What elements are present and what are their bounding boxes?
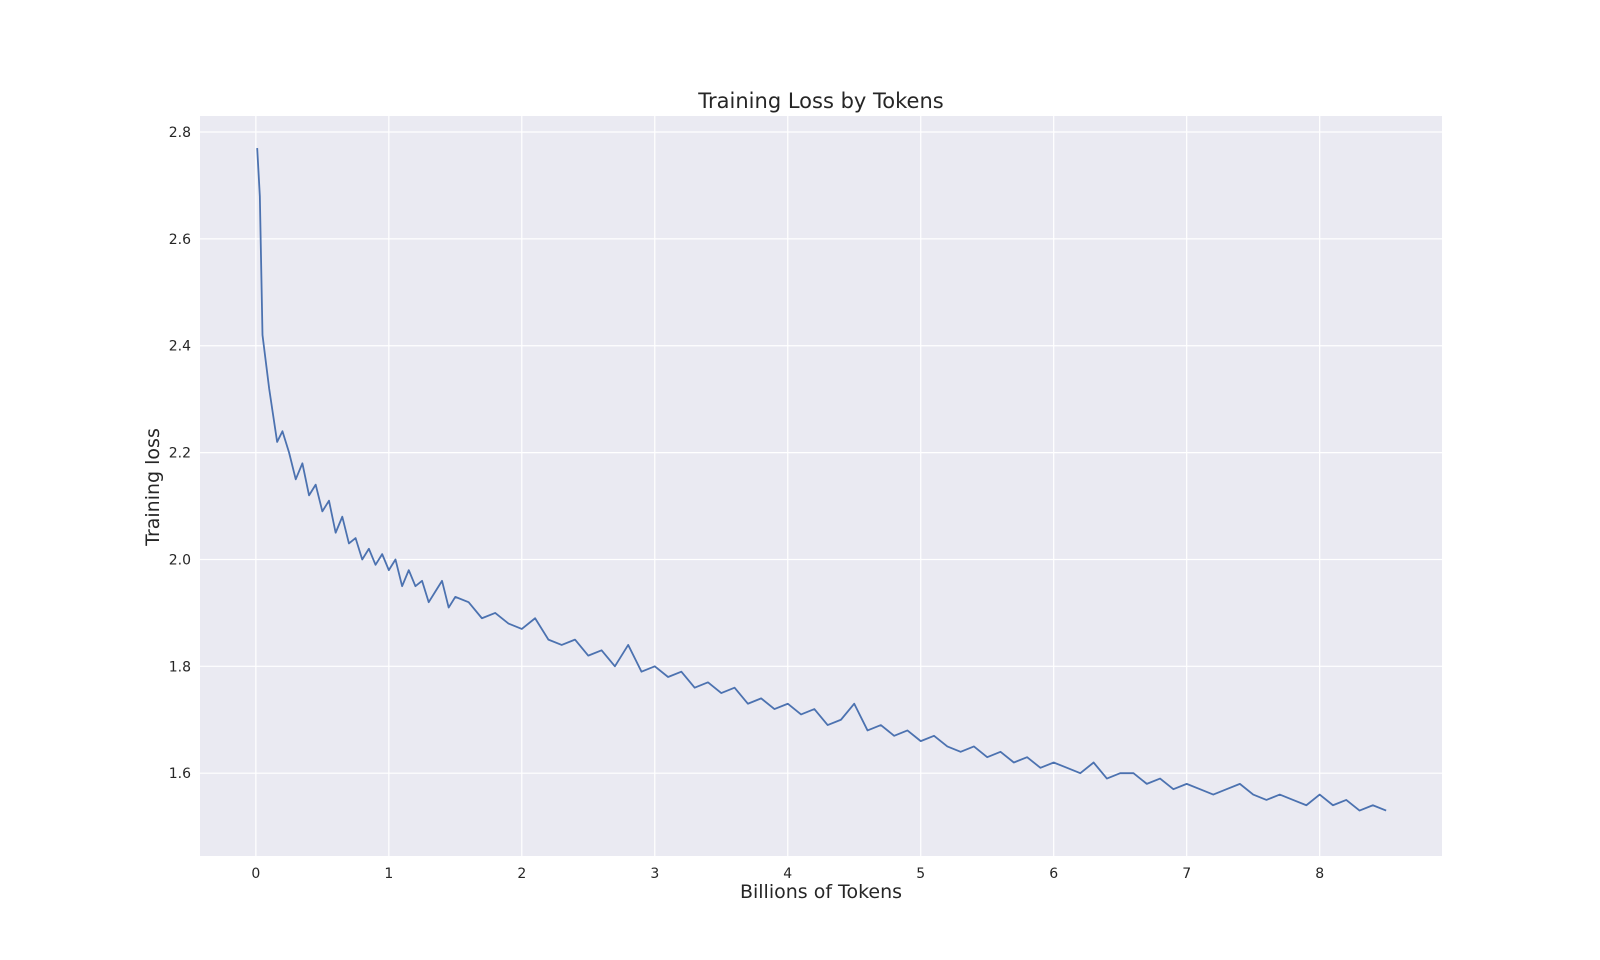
y-gridlines	[200, 131, 1442, 774]
x-tick-label: 7	[1182, 866, 1191, 882]
x-tick-label: 6	[1049, 866, 1058, 882]
x-axis-title: Billions of Tokens	[740, 881, 902, 903]
x-tick-label: 1	[384, 866, 393, 882]
y-axis-title: Training loss	[142, 428, 164, 547]
x-tick-label: 8	[1315, 866, 1324, 882]
series-layer	[256, 148, 1387, 812]
loss-series-line	[256, 148, 1387, 812]
y-tick-label: 2.8	[169, 125, 191, 141]
x-tick-label: 0	[251, 866, 260, 882]
y-tick-label: 2.4	[169, 339, 191, 355]
x-tick-label: 2	[517, 866, 526, 882]
chart-title: Training Loss by Tokens	[697, 89, 943, 113]
x-tick-label: 3	[650, 866, 659, 882]
y-tick-label: 1.6	[169, 766, 191, 782]
y-tick-label: 2.6	[169, 232, 191, 248]
y-tick-label: 1.8	[169, 659, 191, 675]
plot-area	[200, 116, 1442, 856]
y-tick-labels: 1.6 1.8 2.0 2.2 2.4 2.6 2.8	[169, 125, 191, 782]
x-tick-labels: 0 1 2 3 4 5 6 7 8	[251, 866, 1324, 882]
y-tick-label: 2.0	[169, 552, 191, 568]
y-tick-label: 2.2	[169, 446, 191, 462]
x-tick-label: 5	[916, 866, 925, 882]
x-tick-label: 4	[783, 866, 792, 882]
